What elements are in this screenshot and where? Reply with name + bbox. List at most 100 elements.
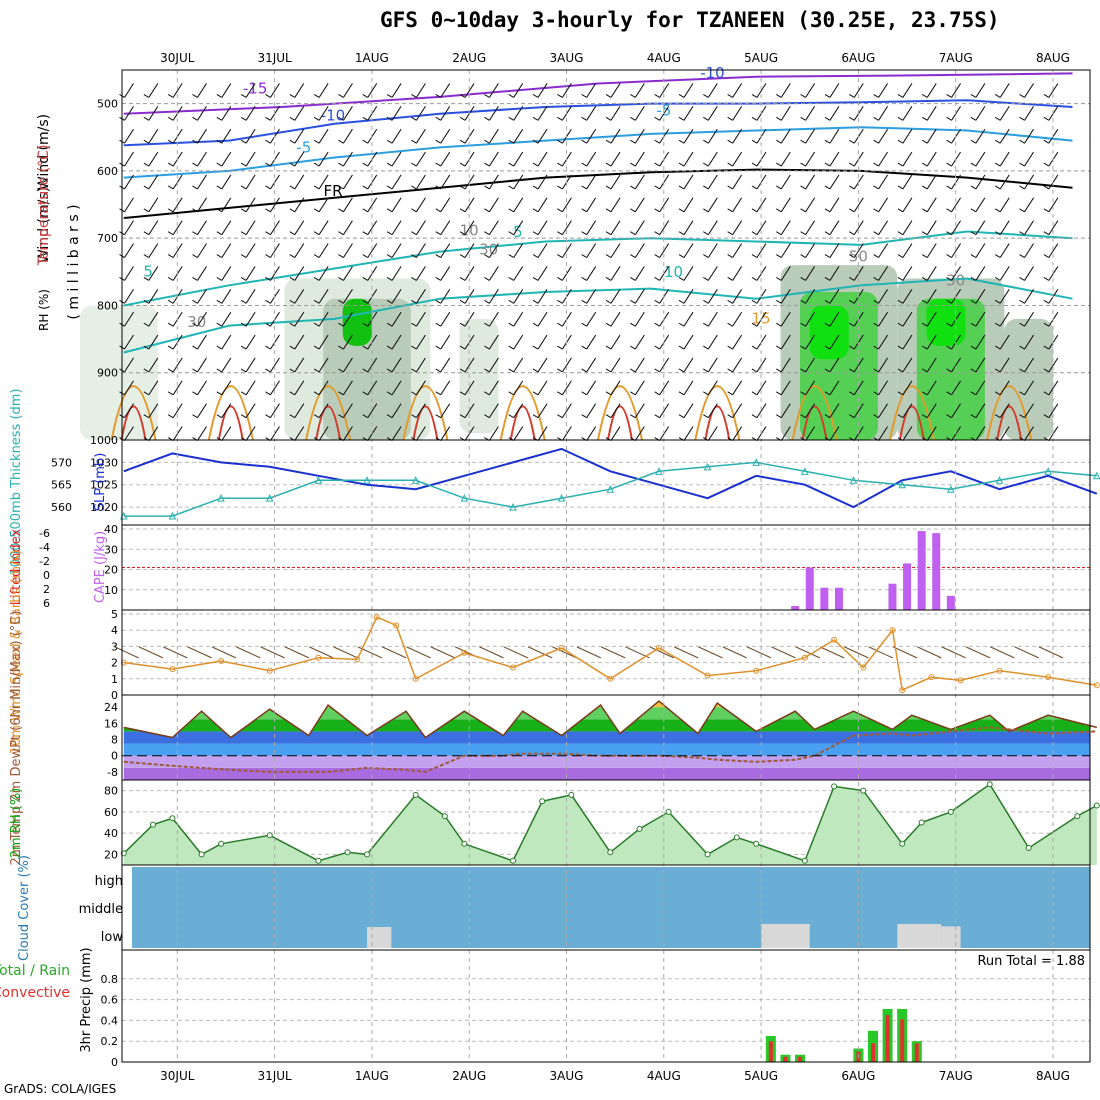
wind-barb [897,368,904,373]
wind-barb [197,220,207,235]
wind-barb [513,426,524,441]
wind-barb [338,139,344,144]
wind-barb [488,403,499,418]
wind-barb [853,403,864,418]
wind-tick-label: 3 [111,640,118,653]
wind-barb [994,254,1001,258]
wind-speed-marker [928,674,935,681]
wind-barb [581,299,587,304]
wind-barb [343,426,353,441]
rh-shading [926,298,966,346]
warm-contour [499,385,546,441]
warm-contour [888,385,935,441]
wind-barb [343,311,353,327]
wind-barb [975,311,986,327]
wind-barb [343,174,353,190]
wind-barb [440,380,451,396]
wind-barb [1024,289,1034,304]
wind-barb [970,208,977,213]
wind-barb [946,208,952,213]
low-cloud-block [941,926,961,948]
wind-barb [440,83,451,98]
wind-barb [313,94,320,98]
wind-barb [240,414,247,419]
wind-barb [245,83,256,98]
thickness-marker [314,476,323,484]
wind-barb [727,208,733,213]
wind-barb [124,311,134,327]
wind-barb [172,220,183,235]
wind-barb [245,266,256,281]
wind-barb [197,311,207,327]
wind-barb [532,299,539,304]
wind-barb [386,299,393,304]
wind-barb [484,322,490,327]
wind-barb [776,208,782,213]
wind-barb [634,243,645,258]
wind-barb [440,174,451,190]
wind-barb [678,116,685,121]
wind-speed-marker [218,657,225,664]
wind-barb [780,151,791,167]
wind-barb [994,185,1001,190]
wind-barb [751,139,758,144]
wind-speed-marker [1045,674,1052,681]
wind-barb [367,243,378,258]
wind-barb [800,139,806,144]
wind-barb [951,357,961,373]
wind-barb [391,106,402,121]
wind-barb [197,243,207,258]
wind-barb [926,174,937,190]
wind-barb [1019,322,1025,327]
rh-marker [120,850,127,857]
ylabel-temperature: Temperature (°C) [36,145,52,267]
wind-barb [581,139,587,144]
ylabel-temp2m: 2m Temp 2m DewPt (6hr Min/Max) (°C) [9,611,24,866]
wind-barb [270,380,280,396]
wind-barb [338,368,344,373]
wind-barb [829,289,840,304]
wind-barb [999,311,1010,327]
wind-barb [1019,231,1025,236]
wind-barb [732,174,743,190]
wind-barb [197,426,207,441]
wind-barb [532,116,539,121]
surface-barb [1038,646,1064,659]
wind-barb [586,426,597,441]
wind-barb [732,106,743,121]
wind-barb [391,334,402,350]
wind-barb [902,403,913,418]
temp-tick-label: 8 [111,734,118,747]
wind-barb [1019,277,1025,281]
wind-barb [878,311,889,327]
wind-barb [484,299,490,304]
thickness-marker [265,494,274,502]
wind-barb [756,197,767,213]
wind-barb [975,289,986,304]
wind-barb [1048,197,1059,213]
wind-speed-marker [889,627,896,634]
wind-barb [970,299,977,304]
wind-barb [124,83,134,98]
wind-barb [849,391,855,396]
wind-barb [362,208,369,213]
wind-barb [703,116,709,121]
wind-barb [240,254,247,258]
wind-barb [289,391,296,396]
wind-barb [776,254,782,258]
wind-barb [318,174,329,190]
wind-barb [270,243,280,258]
wind-barb [630,94,636,98]
wind-barb [849,139,855,144]
wind-barb [999,289,1010,304]
warm-contour [704,405,731,441]
wind-barb [338,277,344,281]
wind-barb [294,106,305,121]
wind-barb [780,334,791,350]
wind-barb [143,208,150,213]
wind-barb [148,174,159,190]
wind-barb [488,266,499,281]
wind-barb [975,106,986,121]
wind-barb [513,151,524,167]
wind-barb [245,128,256,144]
